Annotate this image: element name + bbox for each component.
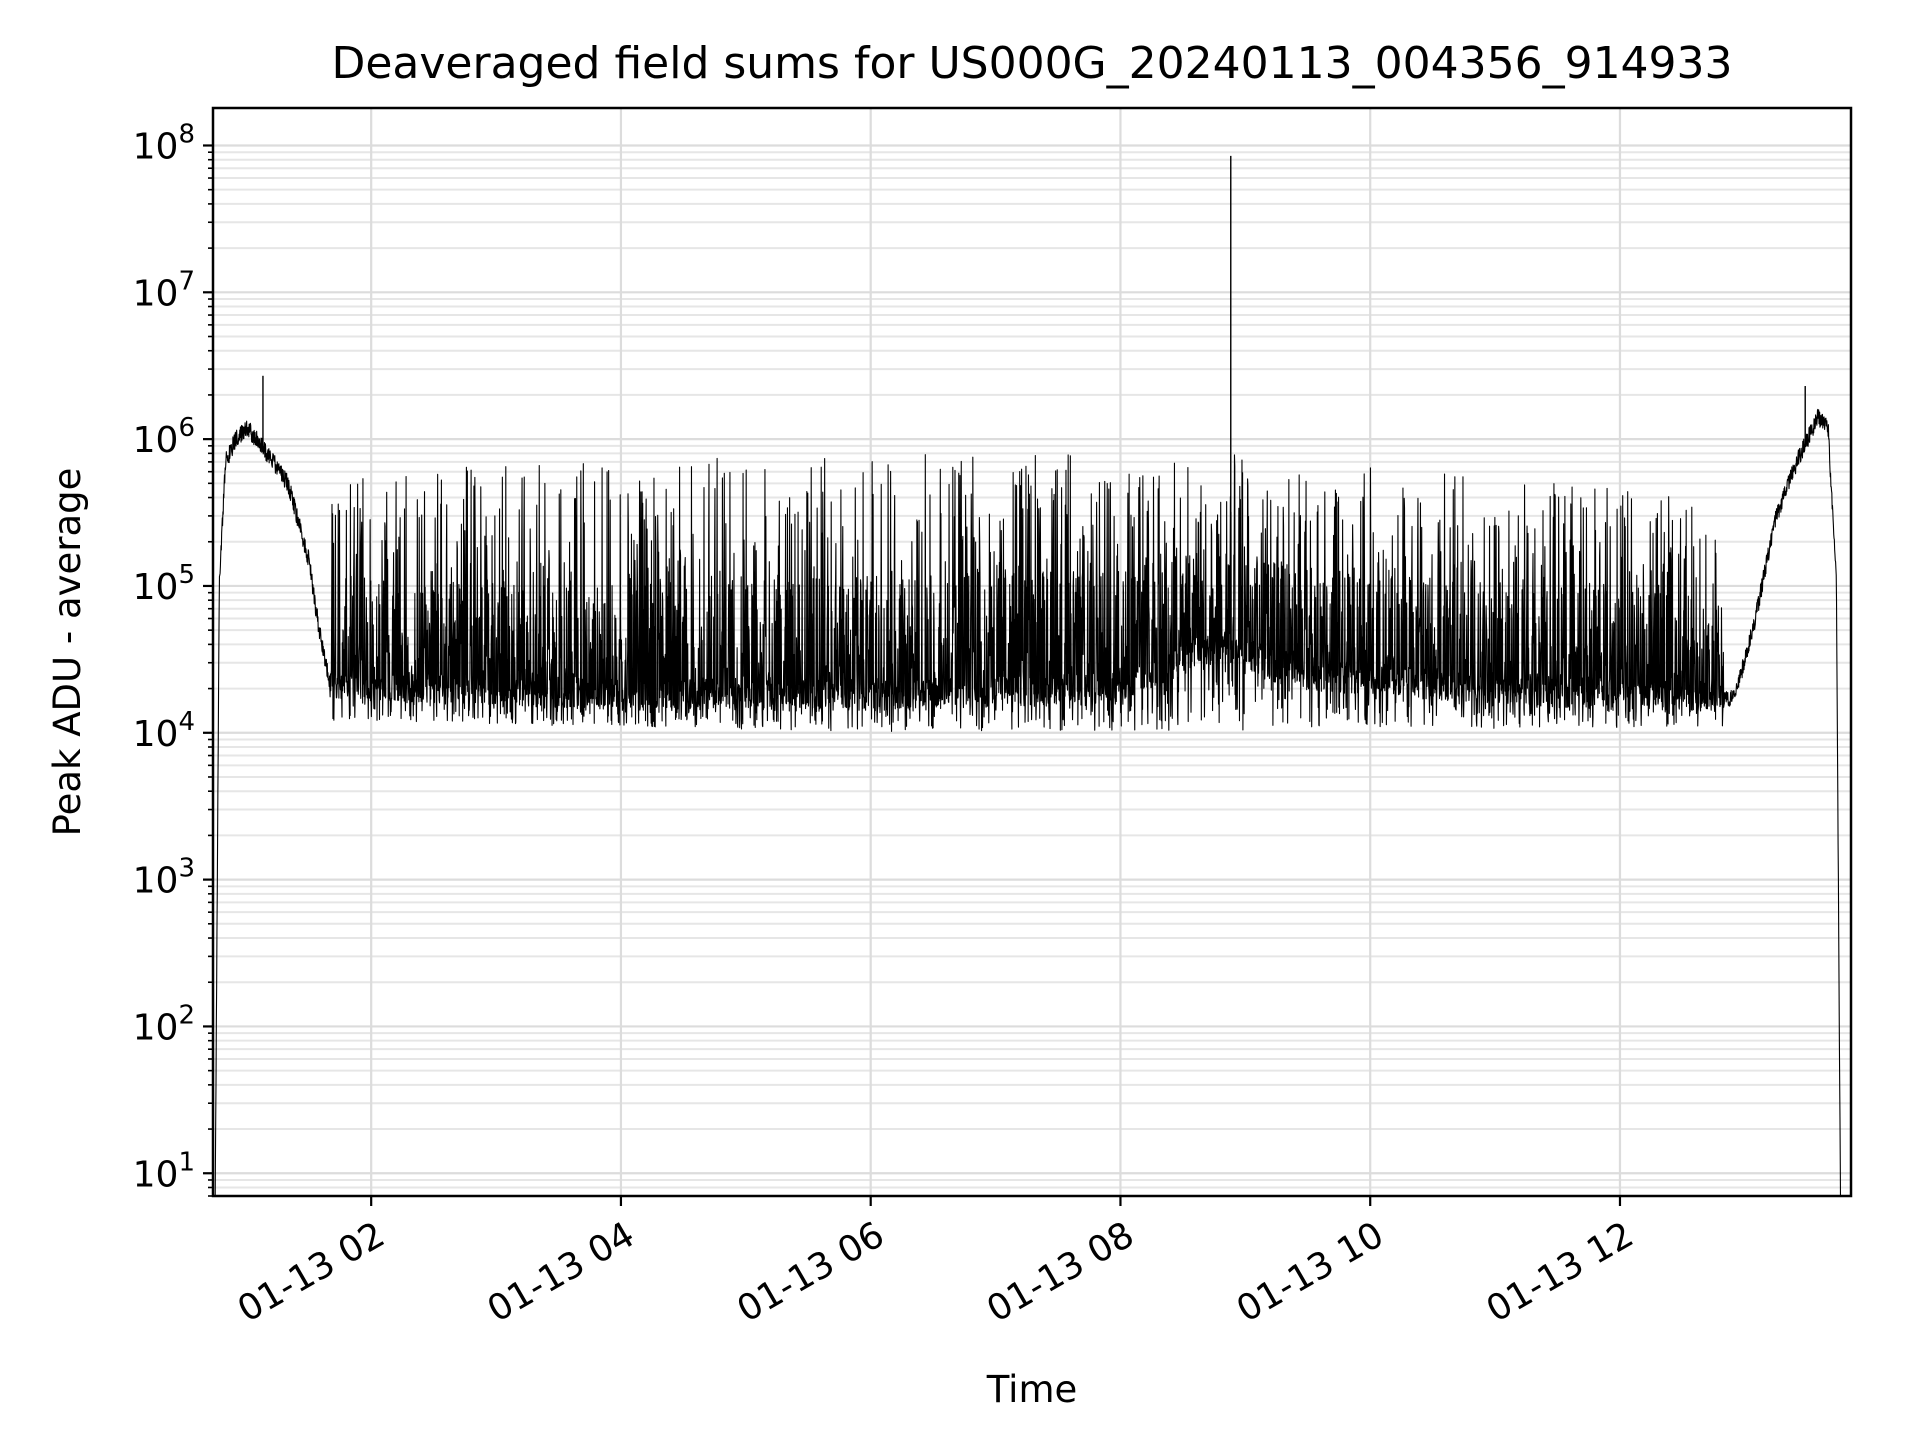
y-axis-label: Peak ADU - average <box>46 468 89 837</box>
y-tick-label: 106 <box>133 413 195 461</box>
y-tick-label: 107 <box>133 266 195 314</box>
y-tick-label: 105 <box>133 560 195 608</box>
series-line <box>214 408 1842 1196</box>
chart-title: Deaveraged field sums for US000G_2024011… <box>331 38 1732 89</box>
spikes <box>262 155 1806 650</box>
y-tick-label: 104 <box>133 707 195 755</box>
plot-frame <box>211 106 1853 1198</box>
plot-area <box>214 155 1842 1196</box>
x-axis-label: Time <box>986 1368 1078 1411</box>
y-tick-label: 101 <box>133 1147 195 1195</box>
y-tick-label: 102 <box>133 1000 195 1048</box>
minor-grid <box>213 151 1851 1197</box>
y-tick-label: 103 <box>133 854 195 902</box>
y-axis: 101 102 103 104 105 106 107 108 <box>133 119 213 1197</box>
y-tick-label: 108 <box>133 119 195 167</box>
